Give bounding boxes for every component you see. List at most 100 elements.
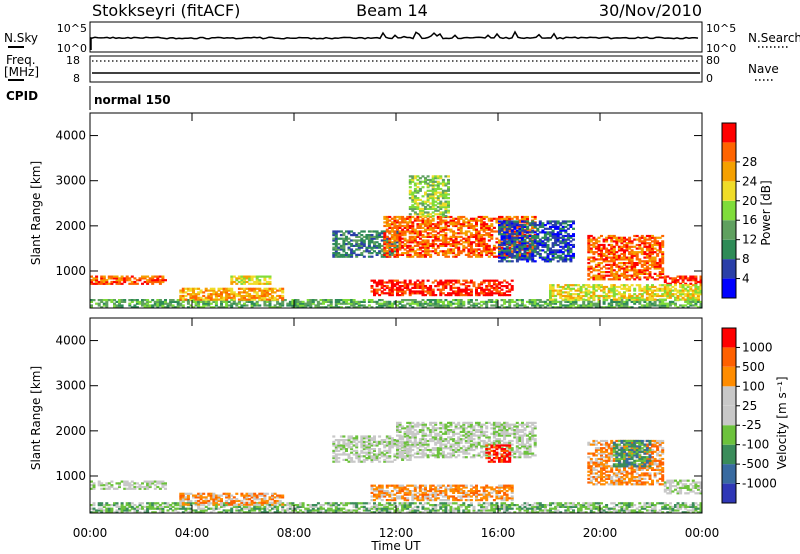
heatmap-cell (355, 502, 359, 505)
heatmap-cell (385, 219, 389, 222)
heatmap-cell (288, 507, 292, 510)
heatmap-cell (418, 187, 422, 191)
heatmap-cell (612, 252, 616, 256)
heatmap-cell (620, 262, 624, 265)
heatmap-cell (429, 180, 433, 183)
heatmap-cell (222, 291, 226, 294)
heatmap-cell (367, 252, 371, 255)
heatmap-cell (232, 296, 236, 299)
heatmap-cell (648, 245, 652, 248)
heatmap-cell (561, 287, 565, 290)
heatmap-cell (413, 177, 417, 180)
heatmap-cell (436, 253, 440, 256)
heatmap-cell (449, 248, 453, 251)
heatmap-cell (360, 253, 364, 256)
heatmap-cell (475, 255, 478, 258)
heatmap-cell (390, 507, 394, 510)
heatmap-cell (454, 502, 458, 505)
heatmap-cell (110, 484, 114, 487)
heatmap-cell (153, 504, 157, 507)
heatmap-cell (418, 286, 422, 289)
heatmap-cell (605, 298, 609, 301)
heatmap-cell (625, 284, 629, 287)
heatmap-cell (661, 256, 665, 259)
heatmap-cell (388, 226, 392, 229)
heatmap-cell (467, 230, 471, 233)
heatmap-cell (365, 248, 369, 251)
heatmap-cell (447, 178, 450, 182)
heatmap-cell (612, 306, 616, 309)
heatmap-cell (559, 258, 563, 261)
heatmap-cell (421, 285, 425, 288)
heatmap-cell (475, 243, 478, 246)
heatmap-cell (390, 244, 394, 247)
heatmap-cell (345, 243, 348, 246)
heatmap-cell (594, 278, 598, 281)
heatmap-cell (403, 230, 407, 233)
heatmap-cell (143, 487, 147, 490)
heatmap-cell (584, 287, 588, 290)
heatmap-cell (118, 277, 121, 280)
heatmap-cell (452, 286, 456, 289)
heatmap-cell (643, 276, 647, 279)
heatmap-cell (164, 484, 167, 487)
heatmap-cell (416, 300, 420, 303)
heatmap-cell (327, 299, 331, 302)
heatmap-cell (265, 275, 269, 278)
heatmap-cell (385, 241, 389, 244)
heatmap-cell (413, 239, 417, 242)
heatmap-cell (426, 246, 430, 249)
heatmap-cell (429, 255, 433, 258)
heatmap-cell (265, 504, 269, 507)
heatmap-cell (102, 509, 106, 512)
heatmap-cell (569, 251, 573, 254)
heatmap-cell (406, 285, 410, 288)
heatmap-cell (623, 293, 626, 296)
heatmap-cell (107, 299, 111, 302)
heatmap-cell (490, 502, 494, 505)
heatmap-cell (454, 253, 458, 256)
heatmap-cell (612, 296, 616, 299)
heatmap-cell (447, 248, 450, 251)
heatmap-cell (623, 304, 626, 307)
heatmap-cell (498, 256, 501, 259)
heatmap-cell (597, 263, 601, 266)
heatmap-cell (97, 482, 101, 485)
heatmap-cell (477, 283, 481, 286)
heatmap-cell (92, 482, 96, 485)
heatmap-cell (480, 504, 484, 507)
heatmap-cell (434, 184, 438, 187)
heatmap-cell (309, 306, 313, 309)
heatmap-cell (393, 221, 397, 224)
heatmap-cell (566, 251, 570, 254)
heatmap-cell (648, 267, 652, 270)
heatmap-cell (503, 306, 507, 309)
heatmap-cell (543, 233, 547, 236)
heatmap-cell (424, 502, 427, 505)
heatmap-cell (429, 244, 433, 247)
heatmap-cell (480, 304, 484, 307)
heatmap-cell (235, 282, 239, 285)
heatmap-cell (475, 286, 478, 289)
heatmap-cell (671, 302, 675, 305)
heatmap-cell (668, 302, 672, 305)
heatmap-cell (482, 294, 486, 297)
heatmap-cell (607, 296, 611, 299)
heatmap-cell (536, 242, 540, 245)
heatmap-cell (617, 256, 621, 259)
heatmap-cell (411, 235, 415, 238)
nave-tick-top: 80 (706, 54, 720, 67)
heatmap-cell (431, 226, 435, 229)
heatmap-cell (398, 224, 402, 228)
heatmap-cell (396, 300, 399, 303)
heatmap-cell (278, 304, 282, 307)
heatmap-cell (556, 300, 560, 303)
heatmap-cell (625, 256, 629, 259)
heatmap-cell (630, 298, 634, 301)
heatmap-cell (656, 265, 660, 268)
heatmap-cell (186, 293, 190, 296)
heatmap-cell (457, 215, 461, 219)
heatmap-cell (322, 299, 325, 302)
heatmap-cell (360, 243, 364, 246)
heatmap-cell (95, 511, 99, 514)
